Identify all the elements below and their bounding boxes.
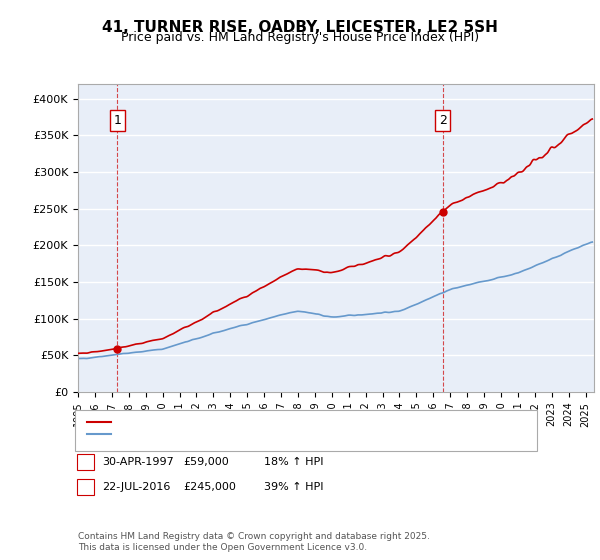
Text: 2: 2 (439, 114, 446, 127)
Text: £59,000: £59,000 (183, 457, 229, 466)
Text: Contains HM Land Registry data © Crown copyright and database right 2025.
This d: Contains HM Land Registry data © Crown c… (78, 532, 430, 552)
Text: 41, TURNER RISE, OADBY, LEICESTER, LE2 5SH: 41, TURNER RISE, OADBY, LEICESTER, LE2 5… (102, 20, 498, 35)
Text: 41, TURNER RISE, OADBY, LEICESTER, LE2 5SH (semi-detached house): 41, TURNER RISE, OADBY, LEICESTER, LE2 5… (114, 417, 481, 427)
Text: 2: 2 (82, 482, 89, 492)
Text: 1: 1 (113, 114, 121, 127)
Text: 30-APR-1997: 30-APR-1997 (102, 457, 174, 466)
Text: Price paid vs. HM Land Registry's House Price Index (HPI): Price paid vs. HM Land Registry's House … (121, 31, 479, 44)
Text: HPI: Average price, semi-detached house, Oadby and Wigston: HPI: Average price, semi-detached house,… (114, 429, 438, 439)
Text: 39% ↑ HPI: 39% ↑ HPI (264, 482, 323, 492)
Text: 22-JUL-2016: 22-JUL-2016 (102, 482, 170, 492)
Text: 1: 1 (82, 457, 89, 466)
Text: 18% ↑ HPI: 18% ↑ HPI (264, 457, 323, 466)
Text: £245,000: £245,000 (183, 482, 236, 492)
